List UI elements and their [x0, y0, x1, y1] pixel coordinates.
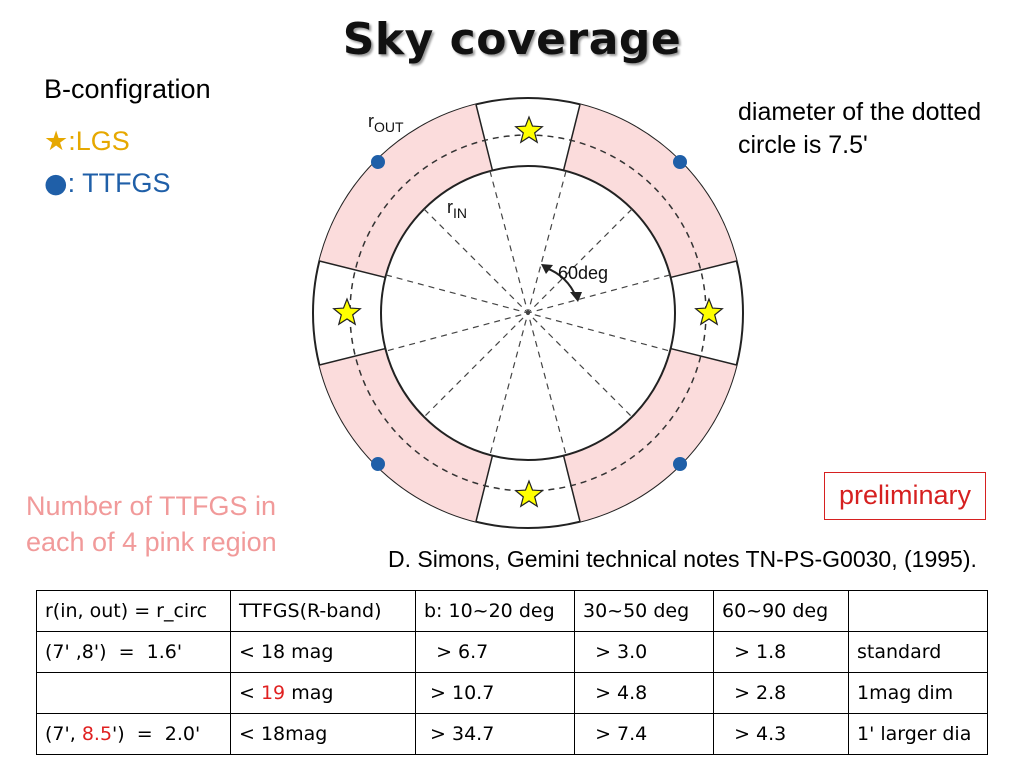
table-cell: standard [848, 631, 988, 673]
r-out-sub: OUT [374, 119, 404, 135]
preliminary-badge: preliminary [824, 472, 986, 520]
lgs-stars [332, 115, 724, 508]
table-cell: > 4.3 [713, 713, 849, 755]
r-out-main: r [368, 111, 374, 131]
sector-divider [562, 104, 581, 171]
table-cell: 60~90 deg [713, 590, 849, 632]
cell-text: (7', [45, 723, 82, 745]
highlighted-value: 8.5 [81, 723, 113, 745]
slide-title: Sky coverage [342, 14, 682, 65]
lgs-star [694, 297, 724, 326]
sector-divider [475, 455, 494, 522]
table-cell: > 7.4 [574, 713, 714, 755]
table-cell: > 6.7 [415, 631, 575, 673]
sector-divider [562, 455, 581, 522]
ttfgs-dot [673, 457, 687, 471]
pink-region [563, 348, 737, 522]
lgs-star [514, 479, 544, 508]
r-in-main: r [447, 197, 453, 217]
table-cell: > 2.8 [713, 672, 849, 714]
legend-lgs: ★:LGS [44, 126, 130, 157]
lgs-star [332, 297, 362, 326]
legend-ttfgs: ●: TTFGS [44, 168, 171, 199]
sector-divider [670, 260, 737, 279]
table-cell: < 18 mag [230, 631, 416, 673]
table-cell: TTFGS(R-band) [230, 590, 416, 632]
dot-icon: ● [44, 168, 68, 199]
sector-dividers [319, 104, 737, 522]
table-cell: > 4.8 [574, 672, 714, 714]
table-cell [36, 672, 231, 714]
sector-divider [670, 347, 737, 366]
pink-region [563, 104, 737, 278]
cell-text: ') = 2.0' [112, 723, 201, 745]
table-cell: > 34.7 [415, 713, 575, 755]
table-cell: < 18mag [230, 713, 416, 755]
pink-regions [319, 104, 737, 522]
sector-divider [319, 260, 386, 279]
table-cell: (7', 8.5') = 2.0' [36, 713, 231, 755]
ttfgs-dot [371, 457, 385, 471]
arrowhead-bottom [570, 292, 582, 302]
table-cell: > 10.7 [415, 672, 575, 714]
pink-region-note: Number of TTFGS in each of 4 pink region [26, 491, 277, 557]
r-in-label: rIN [447, 197, 467, 221]
angle-label: 60deg [558, 263, 608, 283]
table-cell: > 1.8 [713, 631, 849, 673]
ttfgs-dot [673, 155, 687, 169]
star-icon: ★ [44, 126, 69, 157]
arrowhead-top [541, 264, 553, 274]
table-cell [848, 590, 988, 632]
ttfgs-table: r(in, out) = r_circ TTFGS(R-band) b: 10~… [36, 590, 988, 755]
table-cell: < 19 mag [230, 672, 416, 714]
table-cell: b: 10~20 deg [415, 590, 575, 632]
r-in-sub: IN [453, 205, 467, 221]
legend-ttfgs-label: : TTFGS [67, 168, 171, 198]
reference-citation: D. Simons, Gemini technical notes TN-PS-… [388, 546, 977, 572]
table-cell: 30~50 deg [574, 590, 714, 632]
legend-lgs-label: :LGS [68, 126, 130, 156]
pink-region [319, 104, 493, 278]
table-row: < 19 mag > 10.7 > 4.8 > 2.8 1mag dim [36, 672, 988, 714]
table-cell: > 3.0 [574, 631, 714, 673]
table-row: (7', 8.5') = 2.0' < 18mag > 34.7 > 7.4 >… [36, 713, 988, 755]
dashed-diameter [385, 274, 671, 352]
cell-text: < [239, 682, 261, 704]
table-cell: 1mag dim [848, 672, 988, 714]
sector-divider [319, 347, 386, 366]
pink-region [319, 348, 493, 522]
table-row: (7' ,8') = 1.6' < 18 mag > 6.7 > 3.0 > 1… [36, 631, 988, 673]
dashed-diameters [385, 170, 671, 456]
configuration-label: B-configration [44, 74, 211, 104]
dotted-circle-note: diameter of the dotted circle is 7.5' [738, 98, 982, 159]
table-cell: 1' larger dia [848, 713, 988, 755]
table-cell: (7' ,8') = 1.6' [36, 631, 231, 673]
highlighted-value: 19 [260, 682, 286, 704]
sector-divider [475, 104, 494, 171]
lgs-star [514, 115, 544, 144]
ttfgs-dot [371, 155, 385, 169]
table-cell: r(in, out) = r_circ [36, 590, 231, 632]
cell-text: mag [285, 682, 334, 704]
sky-coverage-diagram: 60deg rOUT rIN [312, 97, 744, 529]
table-header-row: r(in, out) = r_circ TTFGS(R-band) b: 10~… [36, 590, 988, 632]
r-out-label: rOUT [368, 111, 404, 135]
